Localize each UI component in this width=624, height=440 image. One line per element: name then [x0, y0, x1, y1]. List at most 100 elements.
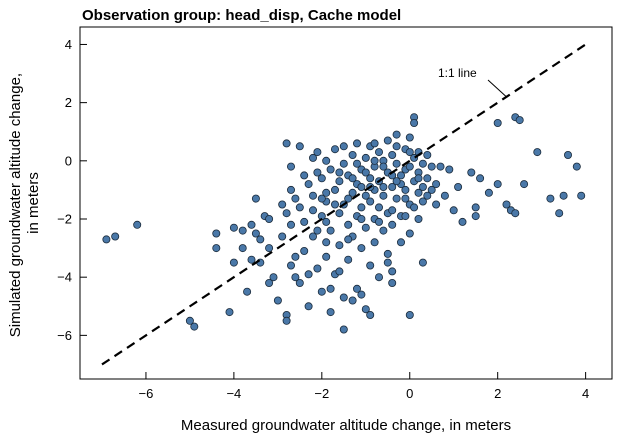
data-point [361, 153, 370, 162]
data-point [229, 223, 238, 232]
data-point [388, 206, 397, 215]
data-point [344, 255, 353, 264]
y-tick-label: 4 [65, 37, 72, 52]
data-point [352, 159, 361, 168]
data-point [577, 191, 586, 200]
data-point [348, 150, 357, 159]
data-point [379, 182, 388, 191]
data-point [471, 203, 480, 212]
data-point [265, 278, 274, 287]
data-point [339, 159, 348, 168]
data-point [410, 119, 419, 128]
data-point [238, 226, 247, 235]
data-point [339, 325, 348, 334]
data-point [300, 171, 309, 180]
data-point [300, 217, 309, 226]
data-point [361, 223, 370, 232]
data-point [335, 267, 344, 276]
data-point [366, 310, 375, 319]
x-tick-label: −4 [226, 386, 241, 401]
data-point [269, 273, 278, 282]
data-point [388, 220, 397, 229]
data-point [308, 232, 317, 241]
data-point [418, 258, 427, 267]
data-point [370, 156, 379, 165]
data-point [286, 261, 295, 270]
data-point [322, 252, 331, 261]
data-point [520, 180, 529, 189]
y-tick-label: 2 [65, 95, 72, 110]
data-point [326, 308, 335, 317]
data-point [427, 185, 436, 194]
data-point [572, 162, 581, 171]
data-point [330, 145, 339, 154]
data-point [278, 232, 287, 241]
data-point [533, 148, 542, 157]
x-tick-label: −2 [314, 386, 329, 401]
data-point [247, 220, 256, 229]
data-point [361, 191, 370, 200]
data-point [348, 188, 357, 197]
data-point [308, 191, 317, 200]
data-point [418, 197, 427, 206]
data-point [291, 273, 300, 282]
data-point [515, 116, 524, 125]
data-point [366, 197, 375, 206]
data-point [344, 220, 353, 229]
data-point [335, 168, 344, 177]
data-point [511, 209, 520, 218]
x-axis: −6 −4 −2 0 2 4 [139, 372, 589, 401]
data-point [322, 156, 331, 165]
data-point [357, 290, 366, 299]
y-tick-label: −6 [57, 328, 72, 343]
data-point [410, 203, 419, 212]
data-point [388, 182, 397, 191]
data-point [423, 150, 432, 159]
data-point [212, 229, 221, 238]
data-point [401, 194, 410, 203]
data-point [559, 191, 568, 200]
data-point [432, 200, 441, 209]
data-point [352, 284, 361, 293]
x-tick-label: 4 [582, 386, 589, 401]
data-point [414, 188, 423, 197]
data-point [286, 162, 295, 171]
x-tick-label: 0 [406, 386, 413, 401]
y-axis: −6 −4 −2 0 2 4 [57, 37, 87, 343]
data-point [339, 293, 348, 302]
data-point [370, 139, 379, 148]
data-point [436, 162, 445, 171]
data-point [111, 232, 120, 241]
data-point [366, 261, 375, 270]
data-point [185, 316, 194, 325]
data-point [265, 214, 274, 223]
data-point [304, 270, 313, 279]
data-point [308, 153, 317, 162]
chart-title: Observation group: head_disp, Cache mode… [82, 7, 401, 24]
data-point [366, 174, 375, 183]
data-point [313, 168, 322, 177]
data-point [502, 200, 511, 209]
data-point [313, 264, 322, 273]
data-point [282, 316, 291, 325]
data-point [396, 238, 405, 247]
data-point [286, 185, 295, 194]
data-point [282, 139, 291, 148]
data-point [102, 235, 111, 244]
data-point [423, 191, 432, 200]
data-point [313, 148, 322, 157]
data-point [405, 133, 414, 142]
data-point [392, 194, 401, 203]
data-point [401, 212, 410, 221]
data-point [357, 182, 366, 191]
y-tick-label: 0 [65, 153, 72, 168]
data-point [405, 162, 414, 171]
data-point [330, 200, 339, 209]
data-point [348, 296, 357, 305]
data-point [383, 136, 392, 145]
data-point [326, 284, 335, 293]
data-point [357, 203, 366, 212]
data-point [493, 119, 502, 128]
data-point [458, 217, 467, 226]
data-point [229, 258, 238, 267]
